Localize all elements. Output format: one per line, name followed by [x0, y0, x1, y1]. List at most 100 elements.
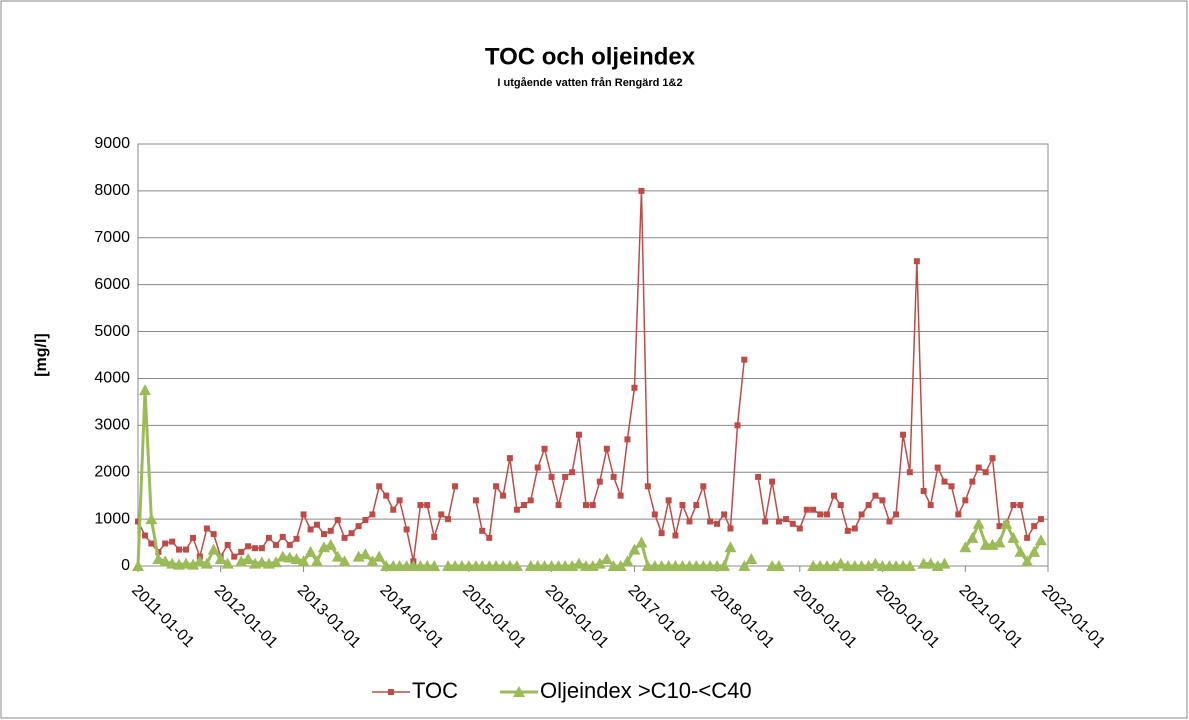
data-point: [700, 483, 707, 490]
data-point: [242, 552, 255, 564]
y-tick-label: 7000: [94, 229, 130, 246]
data-point: [724, 541, 737, 553]
data-point: [879, 497, 886, 504]
data-point: [541, 445, 548, 452]
data-point: [500, 492, 507, 499]
data-point: [513, 506, 520, 513]
data-point: [762, 518, 769, 525]
data-point: [966, 531, 979, 543]
data-point: [307, 526, 314, 533]
data-point: [145, 513, 158, 525]
data-point: [810, 506, 817, 513]
data-point: [159, 555, 172, 567]
data-point: [373, 550, 386, 562]
data-point: [962, 497, 969, 504]
data-point: [989, 455, 996, 462]
data-point: [614, 560, 627, 571]
data-point: [366, 555, 379, 567]
data-point: [938, 557, 951, 569]
y-tick-label: 5000: [94, 323, 130, 340]
data-point: [334, 517, 341, 524]
y-tick-label: 6000: [94, 276, 130, 293]
data-point: [772, 560, 785, 571]
legend-marker: [513, 686, 525, 697]
data-point: [858, 511, 865, 518]
y-tick-label: 8000: [94, 182, 130, 199]
data-point: [621, 555, 634, 567]
data-point: [823, 511, 830, 518]
data-point: [955, 511, 962, 518]
data-point: [610, 473, 617, 480]
legend-marker: [388, 689, 394, 695]
data-point: [644, 483, 651, 490]
data-point: [286, 541, 293, 548]
data-point: [428, 560, 441, 571]
data-point: [941, 478, 948, 485]
y-tick-label: 0: [121, 557, 130, 574]
data-point: [1034, 534, 1047, 546]
y-axis-label: [mg/l]: [33, 333, 50, 377]
data-point: [383, 492, 390, 499]
data-point: [338, 555, 351, 567]
data-point: [924, 557, 937, 569]
data-point: [331, 550, 344, 562]
data-point: [1017, 502, 1024, 509]
data-point: [869, 557, 882, 569]
data-point: [445, 516, 452, 523]
data-point: [993, 536, 1006, 548]
data-point: [200, 557, 213, 569]
data-point: [672, 532, 679, 539]
data-point: [255, 556, 268, 568]
data-point: [214, 552, 227, 564]
data-point: [293, 535, 300, 542]
data-point: [851, 525, 858, 532]
data-point: [348, 530, 355, 537]
data-point: [493, 483, 500, 490]
data-point: [438, 511, 445, 518]
data-point: [424, 502, 431, 509]
data-point: [187, 558, 200, 570]
data-point: [320, 531, 327, 538]
data-point: [269, 556, 282, 568]
data-point: [718, 560, 731, 571]
data-point: [1031, 523, 1038, 530]
data-point: [510, 560, 523, 571]
data-point: [872, 492, 879, 499]
data-point: [472, 497, 479, 504]
data-point: [959, 541, 972, 553]
data-point: [789, 520, 796, 527]
data-point: [886, 518, 893, 525]
data-point: [175, 546, 182, 553]
data-point: [238, 548, 245, 555]
data-point: [283, 551, 296, 563]
data-point: [403, 526, 410, 533]
data-point: [900, 431, 907, 438]
data-point: [304, 545, 317, 557]
data-point: [324, 538, 337, 550]
data-point: [775, 518, 782, 525]
data-point: [362, 517, 369, 524]
data-point: [506, 455, 513, 462]
data-point: [290, 552, 303, 564]
legend-label: TOC: [412, 678, 458, 703]
data-point: [555, 502, 562, 509]
data-point: [651, 511, 658, 518]
data-point: [148, 540, 155, 547]
data-point: [593, 557, 606, 569]
data-point: [221, 557, 234, 569]
data-point: [390, 506, 397, 513]
data-point: [796, 525, 803, 532]
data-point: [769, 478, 776, 485]
data-point: [969, 478, 976, 485]
data-point: [721, 511, 728, 518]
data-point: [310, 555, 323, 567]
data-point: [548, 473, 555, 480]
data-point: [635, 536, 648, 548]
chart-title: TOC och oljeindex: [485, 43, 696, 70]
data-point: [948, 483, 955, 490]
data-point: [834, 557, 847, 569]
data-point: [297, 555, 310, 567]
data-point: [727, 525, 734, 532]
data-point: [431, 533, 438, 540]
